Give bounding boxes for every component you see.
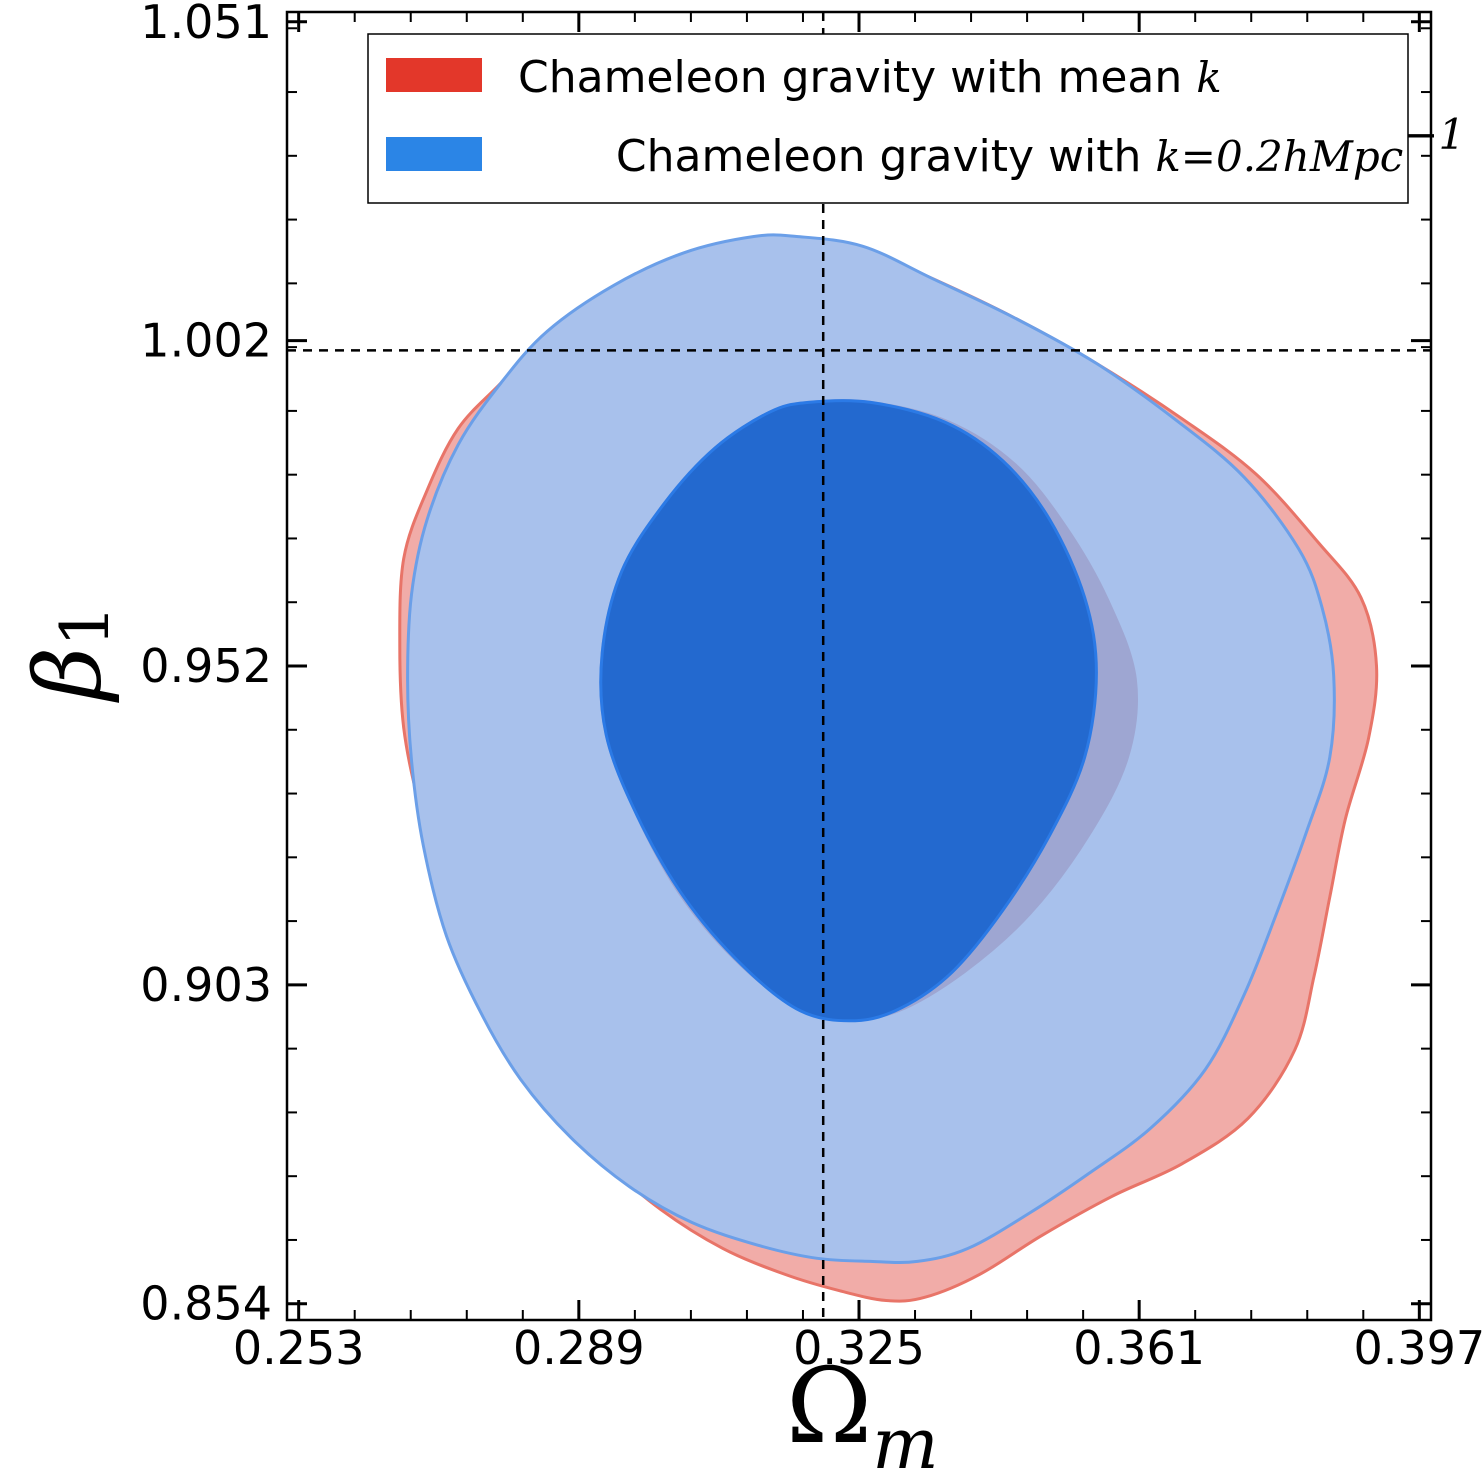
- y-axis-label-subscript: 1: [47, 605, 124, 647]
- legend: Chameleon gravity with mean k Chameleon …: [367, 33, 1482, 204]
- tick-labels: 0.253 0.289 0.325 0.361 0.397 0.854 0.903 0.952…: [140, 0, 1482, 1375]
- x-tick-label: 0.253: [233, 1321, 365, 1375]
- x-tick-label: 0.289: [513, 1321, 645, 1375]
- legend-label-k-fixed: Chameleon gravity with k=0.2hMpc−1: [518, 109, 1482, 182]
- legend-label-mean-k: Chameleon gravity with mean k: [518, 52, 1222, 103]
- y-axis-label-main: β: [15, 647, 122, 703]
- y-tick-label: 0.903: [140, 958, 272, 1012]
- x-tick-label: 0.397: [1353, 1321, 1482, 1375]
- x-axis-label: Ωm: [786, 1345, 939, 1484]
- x-tick-label: 0.325: [793, 1321, 925, 1375]
- legend-swatch-k-fixed: [386, 137, 482, 171]
- y-axis-label: β1: [15, 605, 124, 703]
- reference-lines: [287, 12, 1431, 1320]
- y-tick-label: 0.854: [140, 1277, 272, 1331]
- legend-frame: [367, 33, 1409, 204]
- contour-layer: [398, 233, 1379, 1303]
- x-axis-label-subscript: m: [872, 1403, 938, 1484]
- y-tick-label: 1.051: [140, 0, 272, 49]
- y-tick-label: 1.002: [140, 314, 272, 368]
- axis-ticks: [287, 12, 1431, 1320]
- plot-frame: [285, 10, 1433, 1322]
- y-tick-label: 0.952: [140, 639, 272, 693]
- x-tick-label: 0.361: [1073, 1321, 1205, 1375]
- contour-k-fixed-inner: [599, 399, 1098, 1023]
- x-axis-label-main: Ω: [786, 1345, 872, 1467]
- legend-swatch-mean-k: [386, 58, 482, 92]
